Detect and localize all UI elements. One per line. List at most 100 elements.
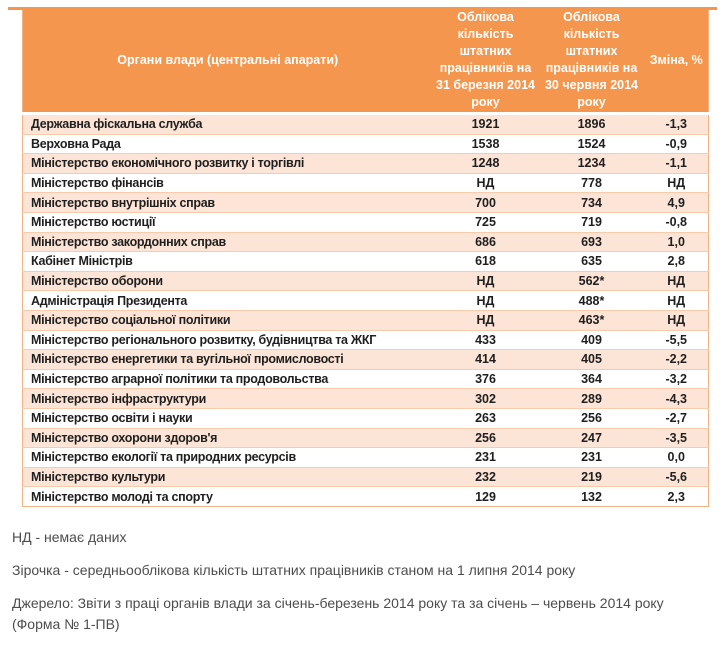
table-row: Міністерство регіонального розвитку, буд… xyxy=(22,329,709,350)
authority-name-cell: Міністерство аграрної політики та продов… xyxy=(22,368,433,389)
value-cell: 635 xyxy=(538,251,645,272)
value-cell: 231 xyxy=(538,447,645,468)
value-cell: НД xyxy=(432,172,539,193)
value-cell: -3,2 xyxy=(644,368,709,389)
value-cell: 1234 xyxy=(538,153,645,174)
value-cell: -2,7 xyxy=(644,407,709,428)
table-row: Міністерство охорони здоров'я 256 247 -3,5 xyxy=(22,427,709,448)
value-cell: -0,9 xyxy=(644,133,709,154)
value-cell: 463* xyxy=(538,309,645,331)
value-cell: 364 xyxy=(538,368,645,389)
value-cell: -1,1 xyxy=(644,153,709,174)
value-cell: 488* xyxy=(538,290,645,311)
value-cell: 263 xyxy=(432,407,539,428)
value-cell: 700 xyxy=(432,192,539,213)
col-header-staff-june: Облікова кількість штатних працівників н… xyxy=(538,7,645,115)
authority-name-cell: Міністерство молоді та спорту xyxy=(22,486,433,507)
authority-name-cell: Державна фіскальна служба xyxy=(22,113,433,135)
value-cell: НД xyxy=(644,270,709,291)
col-header-change-pct: Зміна, % xyxy=(644,7,709,115)
footnote-asterisk: Зірочка - середньооблікова кількість шта… xyxy=(12,561,576,578)
table-row: Міністерство екології та природних ресур… xyxy=(22,447,709,468)
table-row: Міністерство енергетики та вугільної про… xyxy=(22,349,709,370)
value-cell: НД xyxy=(432,290,539,311)
authority-name-cell: Міністерство внутрішніх справ xyxy=(22,192,433,213)
header-row: Органи влади (центральні апарати) Обліко… xyxy=(22,7,709,115)
value-cell: 1921 xyxy=(432,113,539,135)
value-cell: 409 xyxy=(538,329,645,350)
table-row: Адміністрація Президента НД 488* НД xyxy=(22,290,709,311)
value-cell: 247 xyxy=(538,427,645,448)
authority-name-cell: Міністерство регіонального розвитку, буд… xyxy=(22,329,433,350)
authority-name-cell: Кабінет Міністрів xyxy=(22,251,433,272)
value-cell: 693 xyxy=(538,231,645,252)
value-cell: 0,0 xyxy=(644,447,709,468)
value-cell: 256 xyxy=(538,407,645,428)
table-row: Міністерство культури 232 219 -5,6 xyxy=(22,466,709,487)
value-cell: -0,8 xyxy=(644,211,709,233)
staff-count-table: Органи влади (центральні апарати) Обліко… xyxy=(22,7,709,507)
value-cell: 433 xyxy=(432,329,539,350)
table-row: Міністерство фінансів НД 778 НД xyxy=(22,172,709,193)
value-cell: 414 xyxy=(432,349,539,370)
value-cell: 256 xyxy=(432,427,539,448)
table-row: Міністерство аграрної політики та продов… xyxy=(22,368,709,389)
authority-name-cell: Верховна Рада xyxy=(22,133,433,154)
value-cell: 289 xyxy=(538,388,645,409)
table-header: Органи влади (центральні апарати) Обліко… xyxy=(22,7,709,115)
table-row: Міністерство закордонних справ 686 693 1,0 xyxy=(22,231,709,252)
value-cell: НД xyxy=(644,309,709,331)
table-row: Міністерство економічного розвитку і тор… xyxy=(22,153,709,174)
value-cell: 562* xyxy=(538,270,645,291)
authority-name-cell: Міністерство юстиції xyxy=(22,211,433,233)
table-row: Кабінет Міністрів 618 635 2,8 xyxy=(22,251,709,272)
value-cell: 1524 xyxy=(538,133,645,154)
authority-name-cell: Міністерство фінансів xyxy=(22,172,433,193)
value-cell: 2,3 xyxy=(644,486,709,507)
table-row: Державна фіскальна служба 1921 1896 -1,3 xyxy=(22,113,709,135)
authority-name-cell: Міністерство інфраструктури xyxy=(22,388,433,409)
value-cell: -3,5 xyxy=(644,427,709,448)
authority-name-cell: Міністерство закордонних справ xyxy=(22,231,433,252)
value-cell: 734 xyxy=(538,192,645,213)
footnote-nd: НД - немає даних xyxy=(12,528,127,545)
authority-name-cell: Міністерство екології та природних ресур… xyxy=(22,447,433,468)
footnote-source: Джерело: Звіти з праці органів влади за … xyxy=(12,594,664,632)
table-row: Міністерство молоді та спорту 129 132 2,3 xyxy=(22,486,709,507)
col-header-staff-march: Облікова кількість штатних працівників н… xyxy=(432,7,539,115)
value-cell: 686 xyxy=(432,231,539,252)
table-row: Міністерство оборони НД 562* НД xyxy=(22,270,709,291)
value-cell: 719 xyxy=(538,211,645,233)
authority-name-cell: Міністерство охорони здоров'я xyxy=(22,427,433,448)
table-row: Міністерство юстиції 725 719 -0,8 xyxy=(22,211,709,233)
value-cell: 302 xyxy=(432,388,539,409)
table-body: Державна фіскальна служба 1921 1896 -1,3 Вер… xyxy=(22,113,709,507)
page: Органи влади (центральні апарати) Обліко… xyxy=(0,7,725,635)
value-cell: 725 xyxy=(432,211,539,233)
authority-name-cell: Адміністрація Президента xyxy=(22,290,433,311)
value-cell: -4,3 xyxy=(644,388,709,409)
top-border-line xyxy=(8,7,717,10)
value-cell: 132 xyxy=(538,486,645,507)
value-cell: 1538 xyxy=(432,133,539,154)
value-cell: 219 xyxy=(538,466,645,487)
value-cell: 618 xyxy=(432,251,539,272)
value-cell: 778 xyxy=(538,172,645,193)
value-cell: -5,5 xyxy=(644,329,709,350)
value-cell: 1,0 xyxy=(644,231,709,252)
value-cell: -1,3 xyxy=(644,113,709,135)
value-cell: 1248 xyxy=(432,153,539,174)
value-cell: 1896 xyxy=(538,113,645,135)
value-cell: -2,2 xyxy=(644,349,709,370)
value-cell: НД xyxy=(432,270,539,291)
value-cell: 405 xyxy=(538,349,645,370)
authority-name-cell: Міністерство економічного розвитку і тор… xyxy=(22,153,433,174)
table-row: Міністерство соціальної політики НД 463* НД xyxy=(22,309,709,331)
value-cell: 231 xyxy=(432,447,539,468)
authority-name-cell: Міністерство культури xyxy=(22,466,433,487)
value-cell: 376 xyxy=(432,368,539,389)
value-cell: 2,8 xyxy=(644,251,709,272)
value-cell: 4,9 xyxy=(644,192,709,213)
value-cell: НД xyxy=(644,290,709,311)
value-cell: -5,6 xyxy=(644,466,709,487)
